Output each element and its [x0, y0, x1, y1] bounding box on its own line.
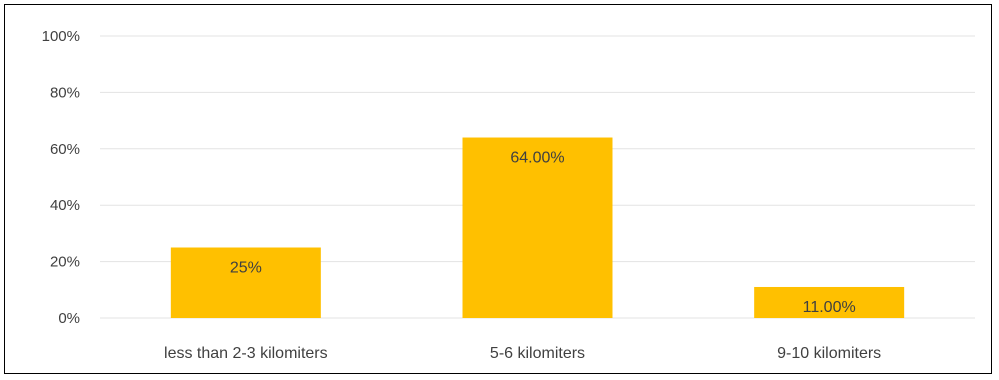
data-label: 64.00%	[510, 150, 564, 167]
x-tick-label: 5-6 kilomiters	[490, 345, 585, 362]
bar	[754, 286, 905, 318]
y-axis: 0% 20% 40% 60% 80% 100%	[42, 28, 80, 327]
data-label: 11.00%	[803, 299, 856, 316]
bar	[170, 247, 321, 318]
y-tick-label: 20%	[50, 254, 80, 271]
x-tick-label: 9-10 kilomiters	[777, 345, 881, 362]
data-label: 25%	[230, 260, 262, 277]
y-tick-label: 40%	[50, 197, 80, 214]
y-tick-label: 100%	[42, 28, 80, 45]
bar	[462, 137, 613, 318]
y-tick-label: 80%	[50, 84, 80, 101]
y-tick-label: 60%	[50, 141, 80, 158]
x-tick-label: less than 2-3 kilomiters	[164, 345, 328, 362]
bars	[170, 137, 905, 318]
x-axis: less than 2-3 kilomiters 5-6 kilomiters 9-…	[164, 345, 881, 362]
y-tick-label: 0%	[58, 310, 80, 327]
data-labels: 25% 64.00% 11.00%	[230, 150, 856, 316]
